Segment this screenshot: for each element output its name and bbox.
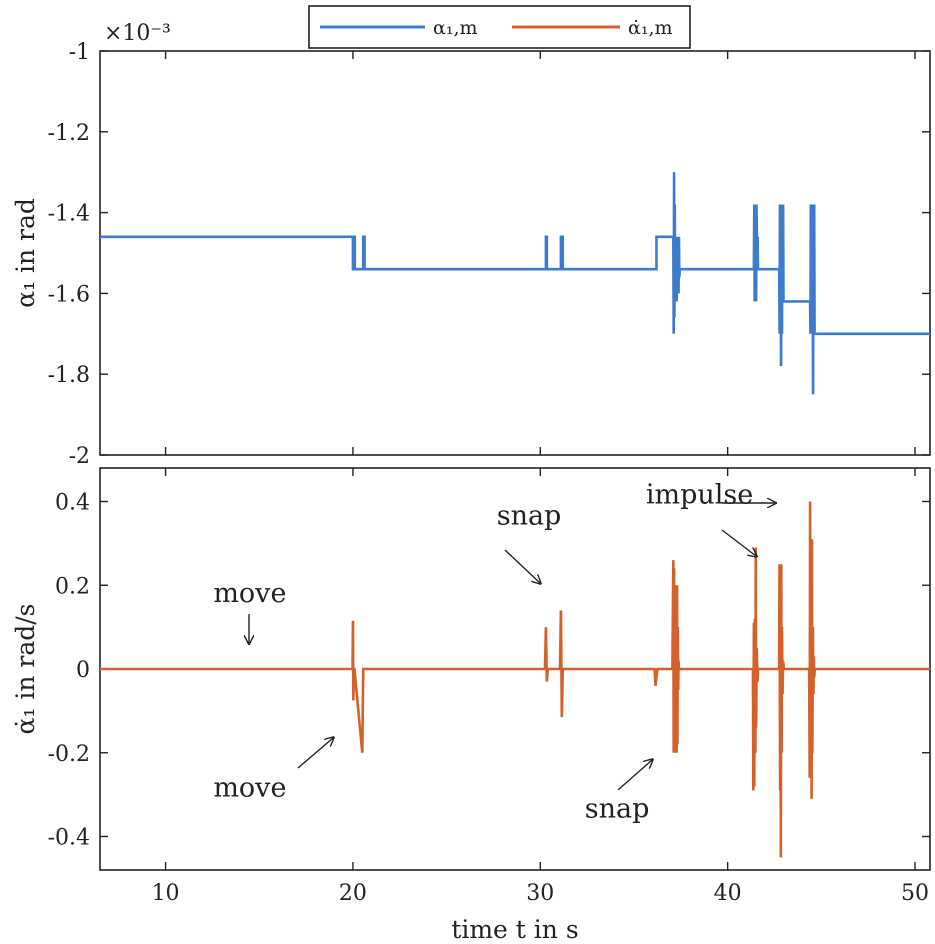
annotation-label: snap [585, 794, 650, 825]
top-y-tick-label: -1.8 [48, 363, 90, 388]
annotation-arrow [617, 760, 652, 791]
top-y-axis-label: α₁ in rad [11, 198, 40, 308]
x-tick-label: 40 [714, 881, 742, 906]
bottom-panel: 10 20 30 40 50 -0.4 -0.2 0 0.2 0.4 move move snap sn… [11, 467, 931, 944]
x-tick-label: 10 [152, 881, 180, 906]
top-y-tick-label: -1 [69, 40, 90, 65]
bottom-y-tick-label: -0.4 [48, 826, 90, 851]
x-axis-label: time t in s [451, 915, 578, 944]
x-tick-label: 50 [901, 881, 929, 906]
bottom-y-tick-label: -0.2 [48, 742, 90, 767]
bottom-y-tick-label: 0 [76, 658, 90, 683]
annotation-label: impulse [646, 480, 753, 511]
bottom-series-line-0 [100, 501, 930, 858]
annotation-arrow [721, 529, 756, 556]
top-panel: -2 -1.8 -1.6 -1.4 -1.2 -1 ×10⁻³ α₁ in rad [11, 21, 931, 469]
legend: α₁,m α̇₁,m [308, 5, 691, 49]
top-y-tick-label: -1.4 [48, 202, 90, 227]
annotation-label: move [213, 578, 286, 609]
x-tick-label: 20 [339, 881, 367, 906]
annotation-label: move [213, 773, 286, 804]
annotation-arrow [504, 549, 540, 583]
legend-label-alpha: α₁,m [433, 17, 478, 39]
top-series-line-0 [100, 172, 930, 395]
annotation-arrow [297, 738, 333, 769]
annotation-label: snap [497, 501, 562, 532]
top-plot-frame [99, 50, 931, 456]
top-y-tick-label: -1.2 [48, 121, 90, 146]
top-y-tick-label: -1.6 [48, 282, 90, 307]
top-y-tick-label: -2 [69, 444, 90, 469]
bottom-y-tick-label: 0.4 [55, 491, 90, 516]
legend-label-alpha-dot: α̇₁,m [628, 17, 673, 39]
x-tick-label: 30 [526, 881, 554, 906]
bottom-y-axis-label: α̇₁ in rad/s [11, 603, 40, 734]
top-y-exponent: ×10⁻³ [104, 21, 171, 46]
bottom-y-tick-label: 0.2 [55, 574, 90, 599]
